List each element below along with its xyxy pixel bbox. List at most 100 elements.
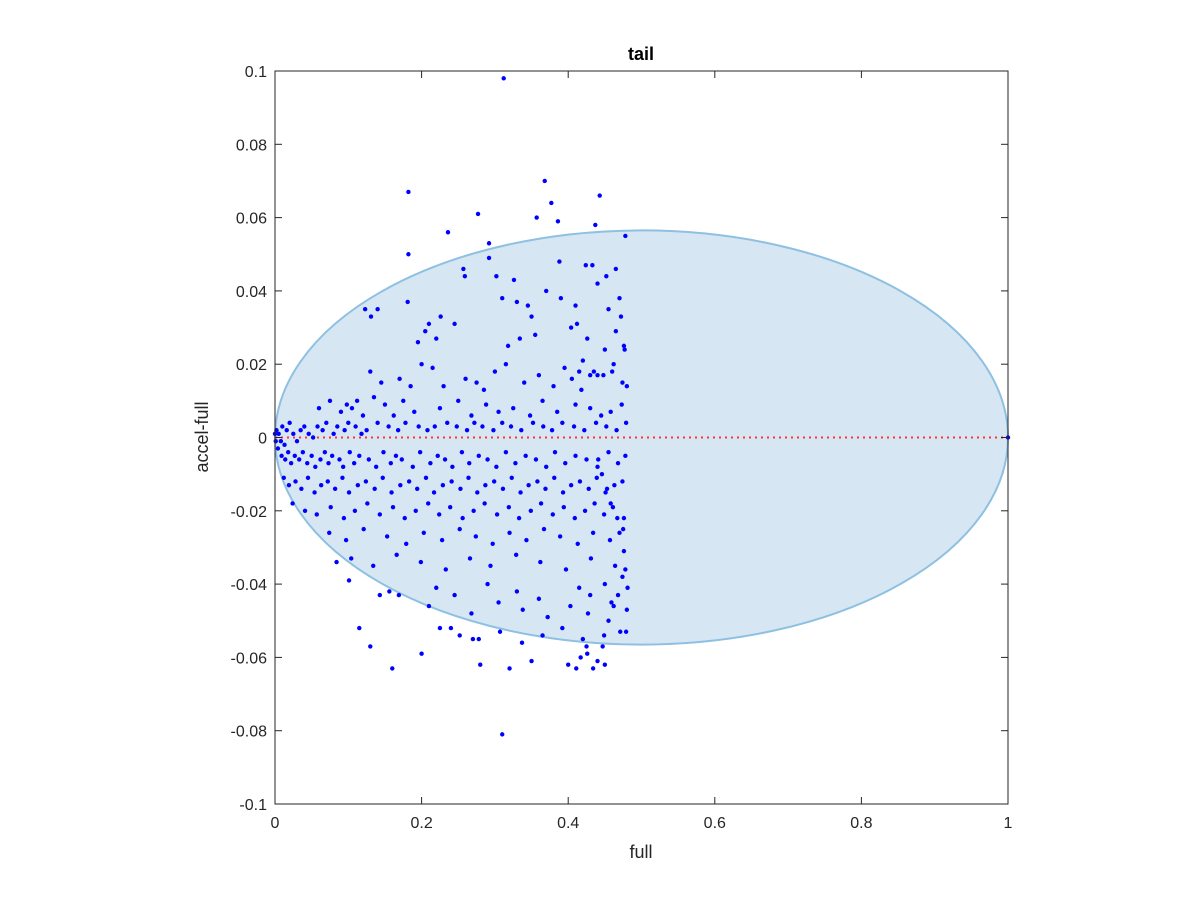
data-point: [621, 343, 627, 349]
data-point: [494, 464, 499, 470]
data-point: [388, 460, 394, 466]
data-point: [450, 464, 455, 470]
data-point: [623, 567, 628, 572]
data-point: [529, 314, 534, 319]
data-point: [426, 501, 431, 506]
data-point: [426, 603, 432, 609]
data-point: [615, 592, 621, 598]
data-point: [443, 567, 448, 572]
data-point: [294, 438, 300, 444]
data-point: [483, 402, 489, 407]
data-point: [365, 501, 370, 506]
data-point: [437, 405, 443, 411]
data-point: [332, 486, 338, 492]
data-point: [596, 457, 601, 462]
data-point: [469, 413, 474, 418]
data-point: [346, 420, 351, 426]
data-point: [313, 464, 318, 470]
data-point: [488, 563, 493, 568]
data-point: [456, 398, 461, 404]
data-point: [442, 457, 448, 462]
data-point: [622, 347, 627, 352]
data-point: [533, 332, 538, 338]
data-point: [371, 563, 376, 568]
data-point: [590, 666, 596, 671]
data-point: [623, 420, 629, 426]
data-point: [582, 508, 588, 513]
data-point: [511, 277, 517, 283]
data-point: [448, 625, 454, 631]
data-point: [516, 515, 522, 521]
data-point: [576, 369, 582, 374]
data-point: [586, 486, 591, 492]
data-point: [558, 296, 564, 301]
data-point: [382, 402, 388, 407]
data-point: [473, 534, 479, 539]
data-point: [421, 530, 426, 535]
data-point: [603, 490, 608, 495]
x-axis-label: full: [629, 842, 652, 862]
data-point: [509, 475, 514, 481]
data-point: [615, 515, 620, 521]
data-point: [594, 475, 599, 481]
data-point: [366, 457, 372, 462]
data-point: [425, 427, 430, 433]
data-point: [306, 431, 311, 437]
data-point: [563, 460, 568, 466]
data-point: [310, 435, 316, 440]
data-point: [505, 343, 511, 349]
data-point: [353, 424, 358, 429]
data-point: [575, 541, 580, 546]
data-point: [398, 482, 403, 488]
data-point: [452, 592, 457, 598]
data-point: [582, 427, 587, 433]
data-point: [557, 534, 563, 539]
data-point: [543, 486, 548, 492]
data-point: [292, 453, 297, 459]
data-point: [595, 281, 600, 286]
data-point: [533, 457, 539, 462]
data-point: [437, 625, 443, 631]
data-point: [552, 475, 557, 481]
data-point: [347, 449, 352, 455]
y-tick-label: 0.06: [236, 211, 267, 228]
data-point: [613, 266, 619, 272]
data-point: [377, 512, 383, 517]
data-point: [470, 636, 476, 642]
data-point: [325, 479, 330, 484]
data-point: [457, 526, 462, 532]
data-point: [486, 255, 492, 261]
data-point: [406, 189, 411, 195]
data-point: [416, 424, 421, 429]
data-point: [390, 504, 396, 510]
data-point: [611, 603, 616, 609]
data-point: [467, 460, 472, 466]
data-point: [472, 420, 477, 426]
data-point: [464, 427, 470, 433]
data-point: [328, 504, 333, 510]
chart-title: tail: [628, 44, 654, 64]
data-point: [393, 453, 399, 459]
data-point: [588, 556, 594, 561]
data-point: [620, 526, 626, 532]
data-point: [281, 475, 286, 481]
data-point: [320, 427, 325, 433]
data-point: [527, 413, 533, 418]
data-point: [486, 241, 492, 246]
data-point: [276, 431, 281, 437]
data-point: [384, 534, 390, 539]
data-point: [571, 424, 577, 429]
data-point: [361, 526, 366, 532]
data-point: [590, 530, 596, 535]
data-point: [449, 479, 454, 484]
data-point: [463, 376, 468, 382]
data-point: [434, 585, 439, 590]
data-point: [568, 482, 574, 488]
data-point: [506, 504, 512, 510]
data-point: [519, 640, 525, 645]
data-point: [360, 413, 366, 418]
data-point: [457, 633, 462, 638]
data-point: [331, 431, 336, 437]
data-point: [368, 314, 374, 319]
